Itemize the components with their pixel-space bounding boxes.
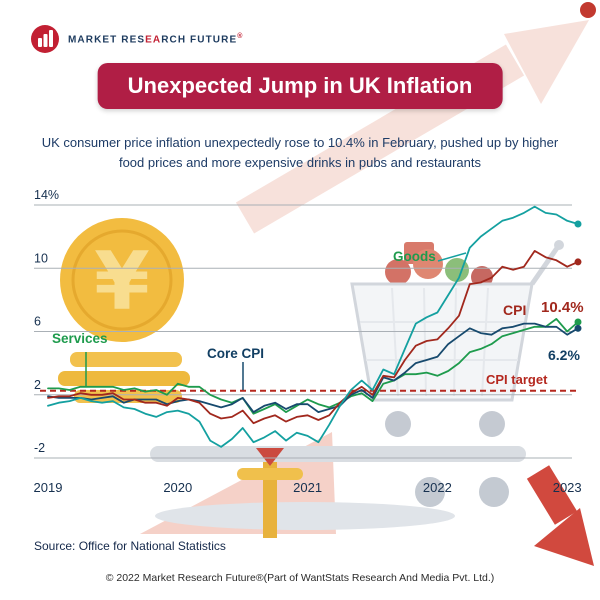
series-line-services [47,317,579,415]
trend-arrow-corner-icon [526,465,594,566]
core-cpi-series-label: Core CPI [207,346,265,361]
corner-dot-icon [580,2,596,18]
registered-mark: ® [237,32,244,40]
source-note: Source: Office for National Statistics [34,539,226,553]
series-end-dot-cpi [574,258,582,266]
yen-coin-icon: ¥ [58,218,190,403]
brand-logo: MARKET RESEARCH FUTURE® [30,24,243,54]
series-line-goods [47,205,579,448]
y-axis-tick: -2 [34,441,45,455]
y-axis-tick: 2 [34,378,41,392]
series-end-dot-goods [574,220,582,228]
cpi-series-label: CPI [503,302,527,318]
core-cpi-current-value: 6.2% [548,347,580,363]
y-axis-tick: 14% [34,188,59,202]
series-end-dot-core-cpi [574,324,582,332]
cpi-target-label: CPI target [486,372,548,387]
series-end-dot-services [574,318,582,326]
x-axis-tick: 2022 [423,480,452,495]
goods-series-label: Goods [393,249,436,264]
x-axis-tick: 2021 [293,480,322,495]
shopping-cart-icon [350,240,564,437]
y-axis-tick: 6 [34,315,41,329]
services-series-label: Services [52,331,108,346]
svg-text:¥: ¥ [94,235,150,328]
cpi-current-value: 10.4% [541,299,584,316]
goods-label-connector [437,252,467,262]
copyright-footer: © 2022 Market Research Future®(Part of W… [105,572,495,584]
page-title: Unexpected Jump in UK Inflation [97,63,503,109]
series-line-cpi [47,249,579,425]
brand-name-part1: MARKET RES [68,34,146,46]
page-subtitle: UK consumer price inflation unexpectedly… [41,135,559,171]
x-axis-tick: 2019 [34,480,63,495]
y-axis-tick: 10 [34,251,48,265]
bar-chart-logo-icon [31,25,59,53]
brand-name-part2: RCH FUTURE [161,34,238,46]
x-axis-tick: 2023 [553,480,582,495]
x-axis-tick: 2020 [163,480,192,495]
brand-name: MARKET RESEARCH FUTURE® [68,33,243,45]
brand-name-accent: EA [145,34,162,46]
